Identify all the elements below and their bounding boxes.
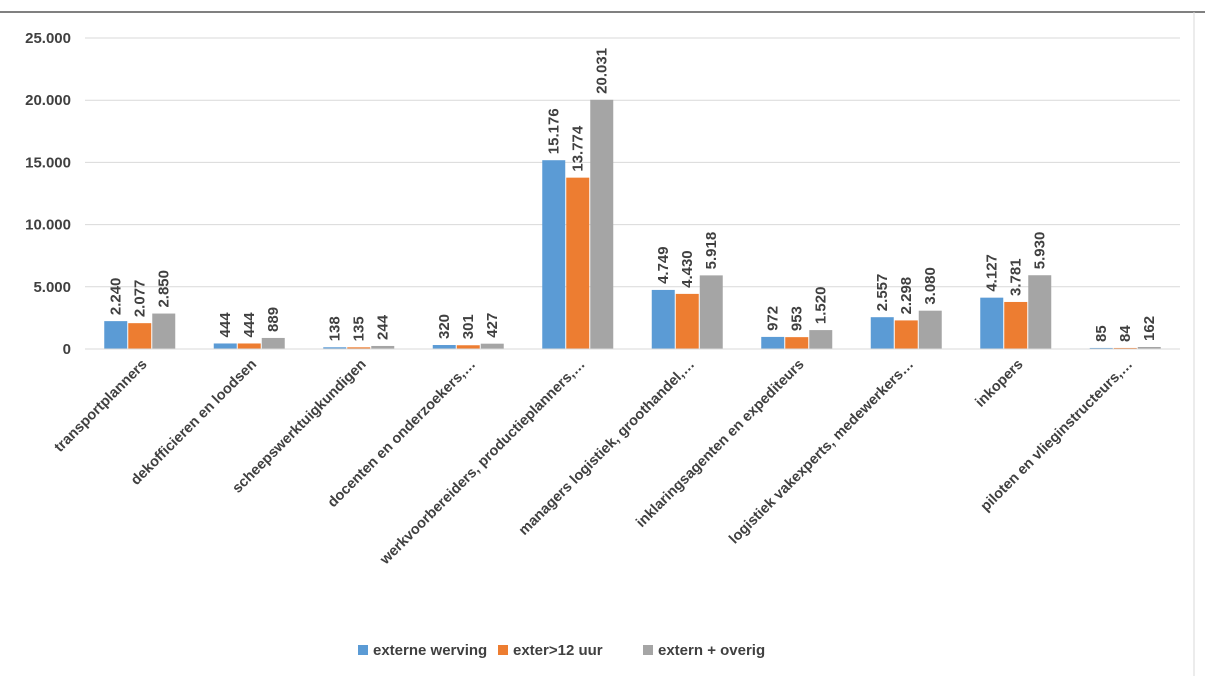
data-label: 972: [765, 306, 782, 331]
bar: [1137, 346, 1161, 349]
data-label: 138: [327, 316, 344, 341]
bar: [675, 293, 699, 349]
legend: externe werving exter>12 uur extern + over…: [358, 642, 765, 659]
y-tick-label: 20.000: [25, 92, 71, 109]
data-label: 4.430: [679, 250, 696, 288]
data-label: 3.781: [1008, 258, 1025, 296]
y-tick-label: 0: [63, 341, 71, 358]
bar: [894, 320, 918, 349]
data-label: 2.557: [874, 274, 891, 312]
bar: [566, 177, 590, 349]
data-label: 2.298: [898, 277, 915, 315]
data-label: 427: [484, 313, 501, 338]
data-label: 1.520: [813, 287, 830, 325]
category-label: inkopers: [973, 357, 1027, 411]
data-label: 3.080: [922, 267, 939, 305]
bar: [785, 337, 809, 349]
data-label: 162: [1141, 316, 1158, 341]
data-label: 2.240: [108, 278, 125, 316]
data-label: 244: [375, 314, 392, 340]
bar: [152, 313, 176, 349]
bar: [480, 343, 504, 349]
bar: [237, 343, 261, 349]
bar: [809, 330, 833, 349]
bar: [590, 99, 614, 349]
data-label: 444: [241, 312, 258, 338]
data-label: 20.031: [594, 48, 611, 94]
bar: [432, 345, 456, 349]
data-label: 2.077: [132, 280, 149, 318]
data-label: 444: [217, 312, 234, 338]
category-label: transportplanners: [52, 357, 151, 456]
data-label: 5.918: [703, 232, 720, 270]
bar: [542, 160, 566, 349]
data-label: 135: [351, 316, 368, 341]
y-tick-label: 15.000: [25, 154, 71, 171]
bar: [323, 347, 347, 349]
gridlines: [85, 37, 1180, 288]
data-label: 320: [436, 314, 453, 339]
category-label: logistiek vakexperts, medewerkers…: [726, 357, 917, 548]
bar: [213, 343, 237, 349]
y-tick-label: 10.000: [25, 217, 71, 234]
bar: [918, 310, 942, 349]
bar: [1004, 301, 1028, 349]
data-labels: 2.240 2.077 2.850 444 444 889 138 135 244 320 301 4…: [108, 48, 1159, 342]
bar: [870, 317, 894, 349]
category-label: werkvoorbereiders, productieplanners,…: [377, 357, 589, 569]
bar: [347, 347, 371, 349]
legend-label: exter>12 uur: [513, 642, 603, 659]
legend-label: extern + overig: [658, 642, 765, 659]
legend-swatch: [498, 645, 508, 655]
bar: [128, 323, 152, 349]
bars: [104, 99, 1161, 349]
bar: [371, 345, 395, 349]
data-label: 4.127: [984, 254, 1001, 292]
bar: [1028, 275, 1052, 349]
bar: [1113, 347, 1137, 349]
bar: [104, 321, 128, 349]
data-label: 301: [460, 314, 477, 339]
y-tick-label: 5.000: [33, 279, 71, 296]
data-label: 84: [1117, 325, 1134, 342]
data-label: 85: [1093, 325, 1110, 342]
category-label: managers logistiek, groothandel,…: [516, 357, 698, 539]
data-label: 953: [789, 306, 806, 331]
category-label: dekofficieren en loodsen: [128, 357, 260, 489]
y-axis-ticks: 0 5.000 10.000 15.000 20.000 25.000: [25, 30, 71, 358]
legend-label: externe werving: [373, 642, 487, 659]
bar: [761, 336, 785, 349]
bar: [651, 289, 675, 349]
bar: [699, 275, 723, 349]
data-label: 889: [265, 307, 282, 332]
y-tick-label: 25.000: [25, 30, 71, 47]
bar: [456, 345, 480, 349]
legend-swatch: [358, 645, 368, 655]
bar: [261, 337, 285, 349]
data-label: 5.930: [1032, 232, 1049, 270]
legend-swatch: [643, 645, 653, 655]
bar: [980, 297, 1004, 349]
data-label: 15.176: [546, 108, 563, 154]
data-label: 13.774: [570, 125, 587, 172]
bar: [1089, 347, 1113, 349]
data-label: 4.749: [655, 246, 672, 284]
data-label: 2.850: [156, 270, 173, 308]
